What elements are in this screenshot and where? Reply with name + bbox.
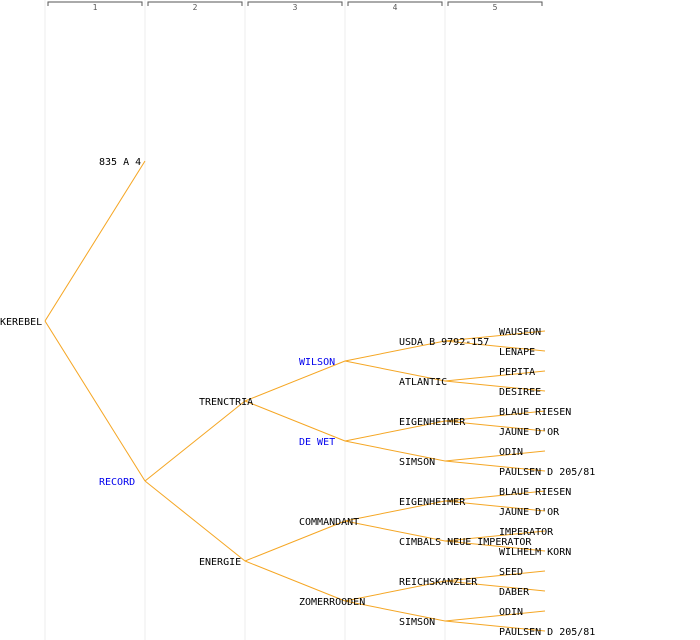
pedigree-label: LENAPE (499, 347, 535, 358)
pedigree-label: PAULSEN D 205/81 (499, 467, 595, 478)
tree-edge (244, 520, 346, 562)
tree-edge (444, 330, 546, 342)
tree-edge (444, 580, 546, 592)
tree-edge (344, 440, 446, 462)
tree-edge (444, 340, 546, 352)
pedigree-label: SIMSON (399, 457, 435, 468)
generation-number: 2 (193, 3, 198, 12)
pedigree-label: EIGENHEIMER (399, 417, 466, 428)
generation-bracket (47, 1, 143, 6)
tree-edge (344, 360, 446, 382)
tree-edge (444, 570, 546, 582)
pedigree-label: COMMANDANT (299, 517, 359, 528)
pedigree-label: REICHSKANZLER (399, 577, 478, 588)
pedigree-label: ENERGIE (199, 557, 241, 568)
pedigree-link[interactable]: DE WET (299, 437, 335, 448)
tree-labels: KEREBEL 835 A 4 RECORD TRENCTRIA ENERGIE WILS… (0, 157, 595, 638)
pedigree-label: ZOMERROODEN (299, 597, 365, 608)
tree-edge (244, 360, 346, 402)
tree-edge (444, 610, 546, 622)
generation-bracket (347, 1, 443, 6)
pedigree-label: DESIREE (499, 387, 541, 398)
pedigree-label: SEED (499, 567, 523, 578)
generation-bracket (147, 1, 243, 6)
tree-edge (344, 520, 446, 542)
pedigree-label: USDA B 9792-157 (399, 337, 489, 348)
pedigree-link[interactable]: RECORD (99, 477, 135, 488)
pedigree-label: IMPERATOR (499, 527, 554, 538)
pedigree-label: 835 A 4 (99, 157, 141, 168)
tree-edge (444, 620, 546, 632)
tree-edge (444, 450, 546, 462)
tree-edges (44, 160, 546, 632)
tree-edge (344, 600, 446, 622)
pedigree-label: KEREBEL (0, 317, 42, 328)
pedigree-label: BLAUE RIESEN (499, 487, 571, 498)
tree-edge (344, 580, 446, 602)
tree-edge (444, 380, 546, 392)
pedigree-label: DABER (499, 587, 530, 598)
tree-edge (444, 420, 546, 432)
pedigree-label: ODIN (499, 447, 523, 458)
pedigree-label: JAUNE D'OR (499, 507, 560, 518)
tree-edge (144, 480, 246, 562)
generation-number: 4 (393, 3, 398, 12)
generation-number: 5 (493, 3, 498, 12)
tree-edge (444, 530, 546, 542)
pedigree-label: WAUSEON (499, 327, 541, 338)
pedigree-label: BLAUE RIESEN (499, 407, 571, 418)
pedigree-label: ODIN (499, 607, 523, 618)
tree-edge (244, 560, 346, 602)
tree-edge (144, 400, 246, 482)
tree-edge (344, 500, 446, 522)
pedigree-label: EIGENHEIMER (399, 497, 466, 508)
pedigree-label: TRENCTRIA (199, 397, 253, 408)
tree-edge (444, 490, 546, 502)
pedigree-label: PEPITA (499, 367, 535, 378)
pedigree-link[interactable]: WILSON (299, 357, 335, 368)
tree-edge (444, 460, 546, 472)
generation-number: 3 (293, 3, 298, 12)
tree-edge (44, 320, 146, 482)
tree-edge (44, 160, 146, 322)
column-grid (44, 0, 446, 640)
tree-edge (244, 400, 346, 442)
pedigree-label: ATLANTIC (399, 377, 447, 388)
pedigree-label: PAULSEN D 205/81 (499, 627, 595, 638)
pedigree-label: JAUNE D'OR (499, 427, 560, 438)
tree-edge (444, 370, 546, 382)
pedigree-label: WILHELM KORN (499, 547, 571, 558)
tree-edge (344, 420, 446, 442)
tree-edge (444, 500, 546, 512)
generation-header: 1 2 3 4 5 (47, 1, 543, 12)
generation-bracket (447, 1, 543, 6)
generation-number: 1 (93, 3, 98, 12)
tree-edge (444, 410, 546, 422)
pedigree-label: SIMSON (399, 617, 435, 628)
tree-edge (344, 340, 446, 362)
tree-edge (444, 540, 546, 552)
generation-bracket (247, 1, 343, 6)
pedigree-label: CIMBALS NEUE IMPERATOR (399, 537, 532, 548)
